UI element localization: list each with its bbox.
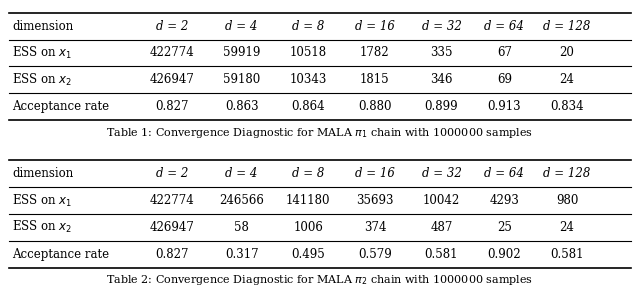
Text: 58: 58 [234, 221, 249, 234]
Text: 422774: 422774 [150, 194, 195, 207]
Text: d = 128: d = 128 [543, 19, 591, 33]
Text: 25: 25 [497, 221, 512, 234]
Text: 0.827: 0.827 [156, 248, 189, 261]
Text: ESS on $x_2$: ESS on $x_2$ [12, 219, 72, 235]
Text: 0.902: 0.902 [488, 248, 521, 261]
Text: 980: 980 [556, 194, 579, 207]
Text: Acceptance rate: Acceptance rate [12, 100, 109, 113]
Text: 422774: 422774 [150, 47, 195, 60]
Text: 335: 335 [430, 47, 452, 60]
Text: 10518: 10518 [290, 47, 327, 60]
Text: 4293: 4293 [490, 194, 519, 207]
Text: 426947: 426947 [150, 221, 195, 234]
Text: 1006: 1006 [293, 221, 323, 234]
Text: 1815: 1815 [360, 73, 390, 86]
Text: 0.880: 0.880 [358, 100, 392, 113]
Text: dimension: dimension [12, 167, 74, 180]
Text: 0.864: 0.864 [291, 100, 325, 113]
Text: Table 2: Convergence Diagnostic for MALA $\pi_2$ chain with 1000000 samples: Table 2: Convergence Diagnostic for MALA… [106, 273, 534, 287]
Text: 426947: 426947 [150, 73, 195, 86]
Text: d = 32: d = 32 [422, 19, 461, 33]
Text: 374: 374 [364, 221, 386, 234]
Text: dimension: dimension [12, 19, 74, 33]
Text: d = 16: d = 16 [355, 167, 395, 180]
Text: d = 16: d = 16 [355, 19, 395, 33]
Text: 10042: 10042 [423, 194, 460, 207]
Text: 59919: 59919 [223, 47, 260, 60]
Text: ESS on $x_2$: ESS on $x_2$ [12, 72, 72, 88]
Text: d = 32: d = 32 [422, 167, 461, 180]
Text: 0.579: 0.579 [358, 248, 392, 261]
Text: 0.317: 0.317 [225, 248, 259, 261]
Text: ESS on $x_1$: ESS on $x_1$ [12, 45, 72, 61]
Text: 346: 346 [430, 73, 452, 86]
Text: 10343: 10343 [289, 73, 327, 86]
Text: d = 2: d = 2 [156, 19, 188, 33]
Text: 24: 24 [559, 221, 575, 234]
Text: Table 1: Convergence Diagnostic for MALA $\pi_1$ chain with 1000000 samples: Table 1: Convergence Diagnostic for MALA… [106, 126, 534, 140]
Text: Acceptance rate: Acceptance rate [12, 248, 109, 261]
Text: 141180: 141180 [286, 194, 330, 207]
Text: 1782: 1782 [360, 47, 390, 60]
Text: d = 4: d = 4 [225, 19, 258, 33]
Text: 0.581: 0.581 [550, 248, 584, 261]
Text: 0.581: 0.581 [425, 248, 458, 261]
Text: d = 8: d = 8 [292, 19, 324, 33]
Text: d = 4: d = 4 [225, 167, 258, 180]
Text: 20: 20 [559, 47, 575, 60]
Text: d = 128: d = 128 [543, 167, 591, 180]
Text: d = 8: d = 8 [292, 167, 324, 180]
Text: 0.827: 0.827 [156, 100, 189, 113]
Text: 0.899: 0.899 [425, 100, 458, 113]
Text: 487: 487 [430, 221, 452, 234]
Text: 0.834: 0.834 [550, 100, 584, 113]
Text: d = 2: d = 2 [156, 167, 188, 180]
Text: 246566: 246566 [220, 194, 264, 207]
Text: 0.863: 0.863 [225, 100, 259, 113]
Text: 69: 69 [497, 73, 512, 86]
Text: 67: 67 [497, 47, 512, 60]
Text: 35693: 35693 [356, 194, 394, 207]
Text: 0.495: 0.495 [291, 248, 325, 261]
Text: d = 64: d = 64 [484, 19, 524, 33]
Text: 24: 24 [559, 73, 575, 86]
Text: 0.913: 0.913 [488, 100, 521, 113]
Text: 59180: 59180 [223, 73, 260, 86]
Text: ESS on $x_1$: ESS on $x_1$ [12, 192, 72, 209]
Text: d = 64: d = 64 [484, 167, 524, 180]
